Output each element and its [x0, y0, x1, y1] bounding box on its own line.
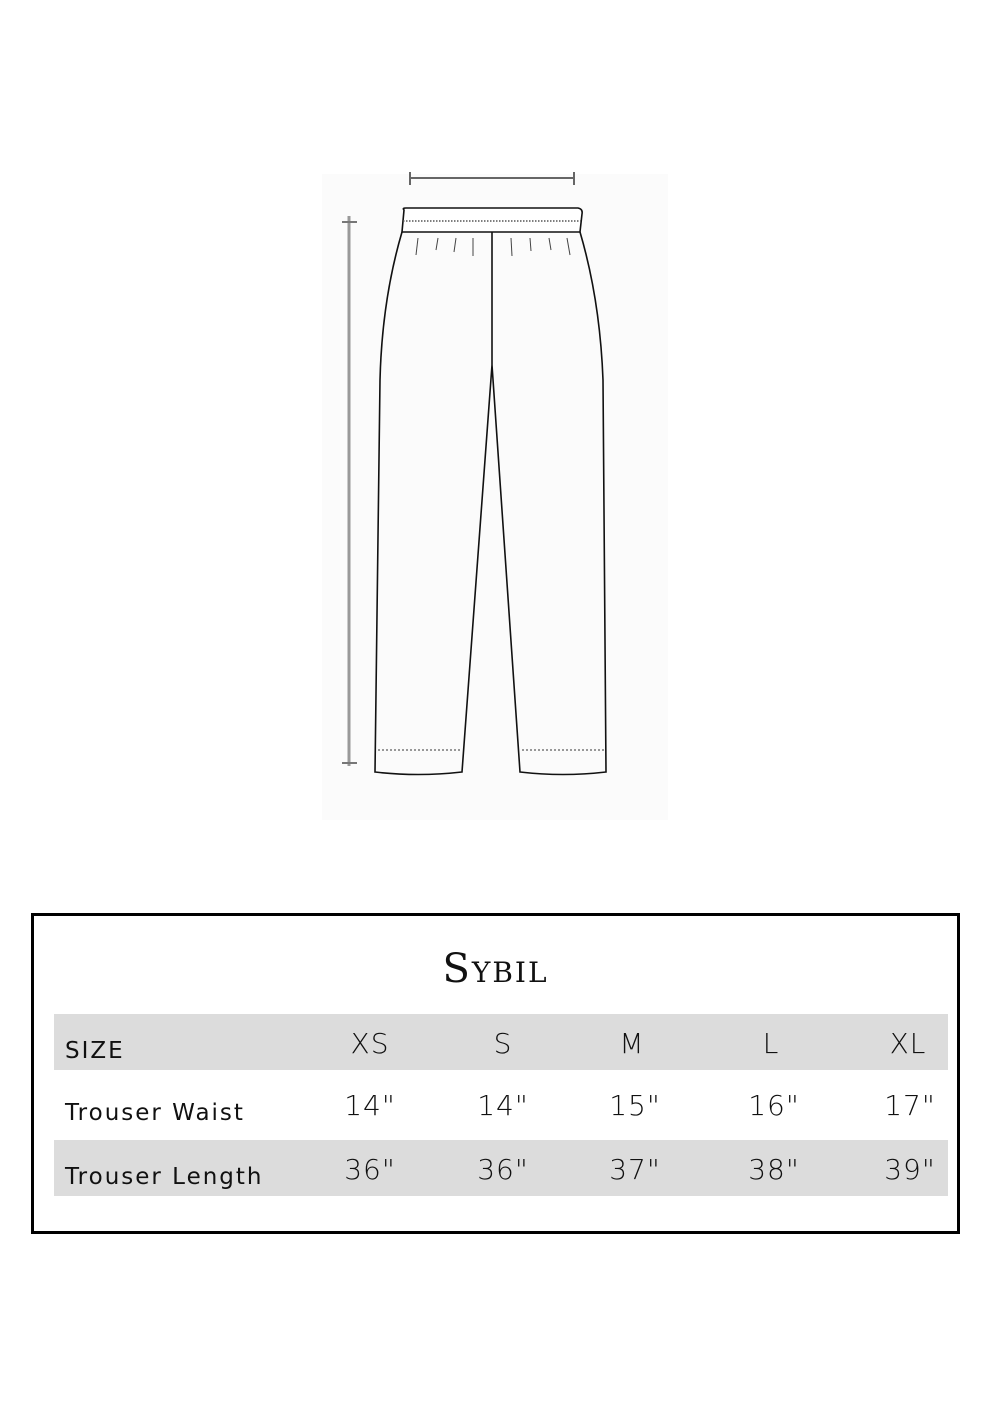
row-label: Trouser Waist: [65, 1100, 245, 1126]
size-header-row: SIZE XS S M L XL: [54, 1014, 948, 1070]
row-label: Trouser Length: [65, 1164, 264, 1190]
size-l: L: [762, 1027, 780, 1060]
chart-title: Sybil: [442, 946, 549, 992]
size-xs: XS: [350, 1027, 390, 1060]
table-row: Trouser Waist 14" 14" 15" 16" 17": [54, 1076, 948, 1132]
waist-measure-line: [409, 172, 575, 185]
length-measure-line: [342, 216, 357, 766]
size-m: M: [619, 1027, 645, 1060]
drawing-background: [322, 174, 668, 820]
value-cell: 15": [609, 1089, 661, 1122]
value-cell: 14": [344, 1089, 396, 1122]
value-cell: 38": [748, 1153, 800, 1186]
value-cell: 36": [477, 1153, 529, 1186]
value-cell: 39": [884, 1153, 936, 1186]
size-s: S: [493, 1027, 513, 1060]
header-label: SIZE: [65, 1038, 125, 1064]
value-cell: 14": [477, 1089, 529, 1122]
trouser-outline: [374, 207, 607, 776]
value-cell: 17": [884, 1089, 936, 1122]
value-cell: 16": [748, 1089, 800, 1122]
size-xl: XL: [889, 1027, 927, 1060]
size-chart: Sybil SIZE XS S M L XL Trouser Waist 14"…: [31, 913, 960, 1234]
value-cell: 37": [609, 1153, 661, 1186]
value-cell: 36": [344, 1153, 396, 1186]
trouser-technical-drawing: [322, 172, 668, 820]
table-row: Trouser Length 36" 36" 37" 38" 39": [54, 1140, 948, 1196]
